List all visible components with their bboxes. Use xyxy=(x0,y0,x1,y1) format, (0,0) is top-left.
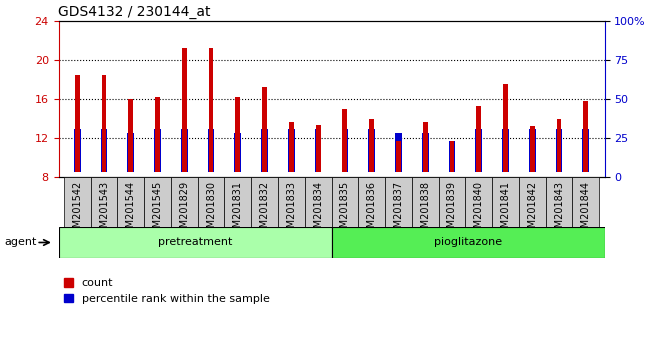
Bar xyxy=(475,129,482,172)
Bar xyxy=(341,129,348,172)
Bar xyxy=(127,133,134,172)
Text: GSM201830: GSM201830 xyxy=(206,181,216,240)
FancyBboxPatch shape xyxy=(58,227,332,258)
Bar xyxy=(251,177,278,227)
Bar xyxy=(412,177,439,227)
Bar xyxy=(198,177,224,227)
Bar xyxy=(315,129,322,172)
Bar xyxy=(235,133,241,172)
Text: GSM201844: GSM201844 xyxy=(580,181,591,240)
Bar xyxy=(209,48,213,172)
Text: GSM201544: GSM201544 xyxy=(125,181,136,240)
Bar xyxy=(288,129,294,172)
Bar xyxy=(181,129,188,172)
Text: GSM201840: GSM201840 xyxy=(474,181,484,240)
Bar xyxy=(90,177,118,227)
Bar xyxy=(343,109,347,172)
Bar xyxy=(305,177,332,227)
Text: GSM201835: GSM201835 xyxy=(340,181,350,240)
Bar xyxy=(171,177,198,227)
Bar xyxy=(128,99,133,172)
Text: GSM201839: GSM201839 xyxy=(447,181,457,240)
Bar xyxy=(75,75,80,172)
Bar xyxy=(316,125,320,172)
Bar xyxy=(530,126,535,172)
Bar xyxy=(422,122,428,172)
Bar xyxy=(556,129,562,172)
Bar xyxy=(582,129,589,172)
Bar xyxy=(422,133,428,172)
Text: GSM201841: GSM201841 xyxy=(500,181,510,240)
Bar xyxy=(154,129,161,172)
Bar xyxy=(573,177,599,227)
Bar xyxy=(118,177,144,227)
Text: GSM201543: GSM201543 xyxy=(99,181,109,240)
Bar xyxy=(155,97,160,172)
Text: agent: agent xyxy=(5,238,37,247)
Text: GSM201834: GSM201834 xyxy=(313,181,323,240)
Bar xyxy=(144,177,171,227)
Bar xyxy=(101,75,107,172)
Text: GSM201833: GSM201833 xyxy=(287,181,296,240)
Bar xyxy=(278,177,305,227)
FancyBboxPatch shape xyxy=(332,227,604,258)
Bar xyxy=(448,141,455,172)
Bar xyxy=(519,177,545,227)
Bar xyxy=(385,177,412,227)
Text: GSM201842: GSM201842 xyxy=(527,181,538,240)
Text: GSM201837: GSM201837 xyxy=(393,181,404,240)
Text: GSM201836: GSM201836 xyxy=(367,181,376,240)
Bar xyxy=(465,177,492,227)
Text: GSM201545: GSM201545 xyxy=(153,181,162,240)
Bar xyxy=(101,129,107,172)
Bar xyxy=(395,133,402,172)
Bar xyxy=(261,129,268,172)
Bar xyxy=(492,177,519,227)
Text: GSM201838: GSM201838 xyxy=(420,181,430,240)
Bar xyxy=(262,87,267,172)
Bar xyxy=(369,119,374,172)
Bar xyxy=(332,177,358,227)
Text: GSM201843: GSM201843 xyxy=(554,181,564,240)
Bar xyxy=(224,177,251,227)
Bar xyxy=(358,177,385,227)
Bar xyxy=(503,84,508,172)
Text: pioglitazone: pioglitazone xyxy=(434,238,502,247)
Bar xyxy=(208,129,214,172)
Bar xyxy=(556,119,562,172)
Bar xyxy=(545,177,573,227)
Bar xyxy=(182,47,187,172)
Bar xyxy=(476,106,481,172)
Text: GSM201832: GSM201832 xyxy=(259,181,270,240)
Bar xyxy=(583,101,588,172)
Bar xyxy=(396,141,401,172)
Text: pretreatment: pretreatment xyxy=(158,238,232,247)
Bar xyxy=(289,121,294,172)
Text: GSM201542: GSM201542 xyxy=(72,181,83,240)
Bar xyxy=(64,177,90,227)
Bar xyxy=(502,129,509,172)
Bar xyxy=(450,141,454,172)
Bar xyxy=(529,129,536,172)
Text: GSM201831: GSM201831 xyxy=(233,181,243,240)
Legend: count, percentile rank within the sample: count, percentile rank within the sample xyxy=(64,278,270,304)
Text: GDS4132 / 230144_at: GDS4132 / 230144_at xyxy=(58,5,211,19)
Bar xyxy=(235,97,240,172)
Bar xyxy=(439,177,465,227)
Text: GSM201829: GSM201829 xyxy=(179,181,189,240)
Bar xyxy=(369,129,375,172)
Bar xyxy=(74,129,81,172)
